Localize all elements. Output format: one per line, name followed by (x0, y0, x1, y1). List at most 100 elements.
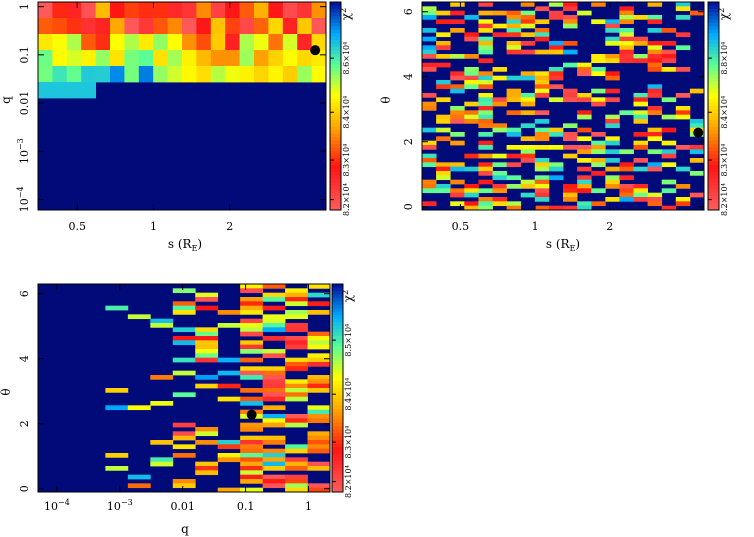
colorbar-segment (708, 88, 719, 93)
colorbar-segment (708, 47, 719, 52)
heatmap-cell (217, 310, 241, 315)
heatmap-cell (282, 66, 298, 83)
colorbar-segment (332, 339, 343, 344)
colorbar-segment (330, 192, 341, 197)
heatmap-cell (450, 10, 465, 16)
heatmap-cell (150, 457, 174, 463)
colorbar-segment (332, 422, 343, 427)
heatmap-cell (577, 201, 592, 207)
heatmap-cell (548, 45, 564, 51)
heatmap-cell (534, 158, 550, 163)
heatmap-cell (577, 205, 592, 211)
heatmap-cell (195, 327, 219, 333)
heatmap-cell (138, 2, 154, 19)
heatmap-cell (195, 470, 219, 476)
x-tick-label: 1 (532, 220, 539, 233)
heatmap-cell (689, 88, 705, 94)
heatmap-cell (240, 310, 264, 315)
heatmap-cell (268, 34, 284, 51)
colorbar-segment (708, 164, 719, 169)
heatmap-cell (534, 136, 550, 142)
heatmap-cell (262, 323, 286, 328)
heatmap-cell (520, 71, 536, 77)
heatmap-cell (195, 297, 219, 302)
heatmap-cell (478, 75, 493, 81)
heatmap-cell (689, 192, 705, 198)
heatmap-cell (577, 71, 592, 77)
heatmap-cell (548, 10, 564, 16)
heatmap-cell (520, 184, 536, 189)
heatmap-cell (478, 10, 493, 16)
colorbar-segment (330, 123, 341, 128)
heatmap-cell (285, 487, 308, 493)
heatmap-cell (506, 162, 522, 168)
y-tick-label: 0 (18, 485, 31, 492)
heatmap-cell (124, 50, 140, 67)
heatmap-cell (647, 88, 663, 94)
heatmap-cell (478, 197, 493, 202)
heatmap-cell (492, 23, 507, 29)
heatmap-cell (225, 50, 240, 67)
heatmap-cell (605, 175, 620, 181)
heatmap-cell (647, 41, 663, 46)
heatmap-cell (675, 145, 691, 150)
heatmap-cell (520, 75, 536, 81)
heatmap-cell (262, 284, 286, 289)
heatmap-cell (450, 71, 465, 77)
heatmap-cell (182, 2, 197, 19)
colorbar-segment (708, 40, 719, 45)
heatmap-cell (307, 353, 331, 359)
heatmap-cell (661, 97, 677, 103)
heatmap-cell (210, 34, 226, 51)
heatmap-cell (619, 32, 634, 38)
heatmap-cell (633, 197, 648, 202)
colorbar-segment (708, 199, 719, 204)
colorbar-segment (708, 178, 719, 183)
plot-frame (37, 1, 327, 211)
heatmap-cell (240, 444, 264, 450)
heatmap-cell (307, 418, 331, 424)
colorbar-segment (330, 40, 341, 45)
heatmap-cell (262, 383, 286, 389)
colorbar-segment (330, 151, 341, 156)
heatmap-cell (422, 62, 437, 68)
heatmap-cell (619, 149, 634, 155)
heatmap-cell (661, 67, 677, 72)
colorbar-segment (332, 342, 343, 347)
colorbar-segment (708, 206, 719, 211)
heatmap-cell (605, 114, 620, 120)
heatmap-cell (240, 288, 264, 294)
heatmap-cell (633, 119, 648, 124)
colorbar-tick-label: 8.2×10⁴ (720, 183, 729, 216)
heatmap-cell (195, 292, 219, 298)
colorbar-tick-label: 8.3×10⁴ (720, 144, 729, 177)
heatmap-cell (285, 301, 308, 307)
heatmap-cell (268, 66, 284, 83)
heatmap-cell (240, 301, 264, 307)
heatmap-cell (478, 201, 493, 207)
heatmap-cell (240, 453, 264, 458)
heatmap-cell (81, 82, 96, 99)
heatmap-cell (647, 84, 663, 90)
heatmap-cell (506, 175, 522, 181)
heatmap-cell (210, 50, 226, 67)
colorbar-segment (708, 43, 719, 48)
colorbar-segment (332, 415, 343, 420)
heatmap-cell (661, 205, 677, 211)
heatmap-cell (262, 453, 286, 458)
heatmap-cell (285, 314, 308, 320)
heatmap-cell (591, 162, 606, 168)
heatmap-cell (422, 6, 437, 12)
colorbar-segment (330, 88, 341, 93)
heatmap-cell (492, 153, 507, 159)
colorbar-segment (708, 203, 719, 208)
heatmap-cell (633, 36, 648, 42)
heatmap-cell (534, 80, 550, 85)
heatmap-cell (422, 201, 437, 207)
heatmap-cell (127, 474, 151, 480)
heatmap-cell (563, 62, 578, 68)
heatmap-cell (240, 470, 264, 476)
heatmap-cell (52, 18, 68, 35)
heatmap-cell (436, 80, 451, 85)
heatmap-cell (172, 288, 196, 294)
